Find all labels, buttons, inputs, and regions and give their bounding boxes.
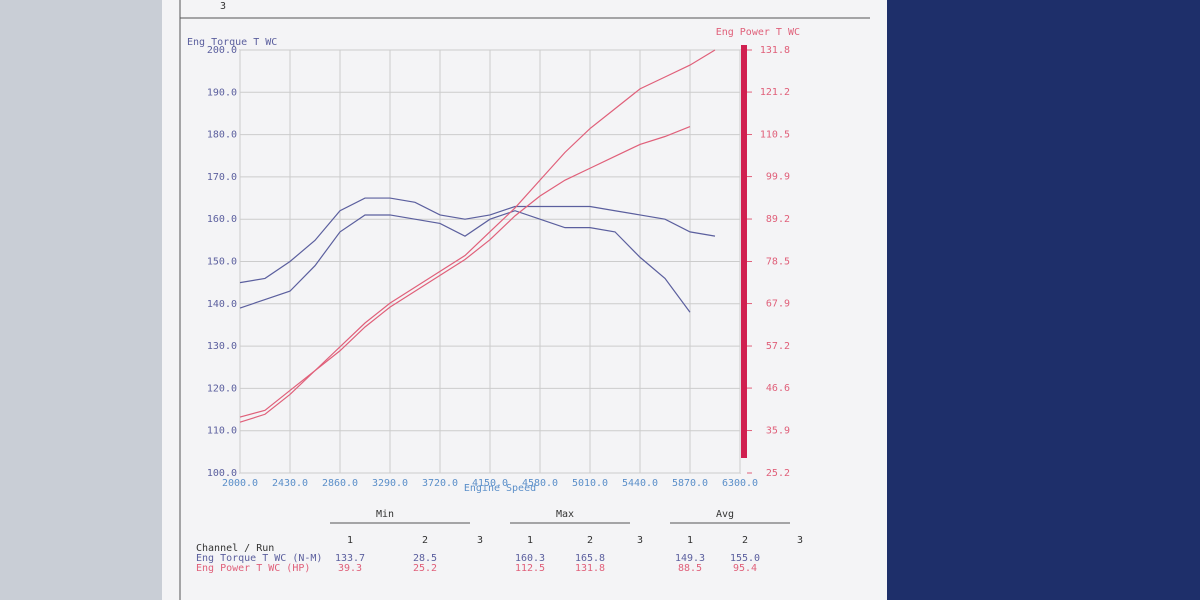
cloth [860, 0, 1200, 600]
y2-tick-label: 121.2 [760, 87, 790, 98]
row-label: Eng Power T WC (HP) [196, 563, 310, 574]
run-number: 1 [527, 535, 533, 546]
x-axis-label: Engine Speed [464, 483, 536, 494]
group-title: Min [376, 509, 394, 520]
run-number: 2 [422, 535, 428, 546]
x-tick-label: 6300.0 [722, 478, 758, 489]
cell: 112.5 [515, 563, 545, 574]
line [239, 49, 716, 423]
x-tick-label: 4580.0 [522, 478, 558, 489]
line [239, 197, 716, 284]
run-number: 3 [637, 535, 643, 546]
run-number: 1 [347, 535, 353, 546]
y2-tick-label: 67.9 [766, 299, 790, 310]
run-number: 3 [797, 535, 803, 546]
y-axis-label: Eng Torque T WC [187, 37, 277, 48]
row-label: Eng Torque T WC (N-M) [196, 553, 322, 564]
cell: 155.0 [730, 553, 760, 564]
y2-tick-label: 57.2 [766, 341, 790, 352]
x-tick-label: 5010.0 [572, 478, 608, 489]
y2-tick-label: 110.5 [760, 130, 790, 141]
cell: 39.3 [338, 563, 362, 574]
y-tick-label: 200.0 [207, 45, 237, 56]
x-tick-label: 2860.0 [322, 478, 358, 489]
cell: 149.3 [675, 553, 705, 564]
cell: 88.5 [678, 563, 702, 574]
y-tick-label: 160.0 [207, 214, 237, 225]
row-header: Channel / Run [196, 543, 274, 554]
y2-tick-label: 78.5 [766, 257, 790, 268]
y-tick-label: 140.0 [207, 299, 237, 310]
group-title: Avg [716, 509, 734, 520]
y-tick-label: 120.0 [207, 383, 237, 394]
run-number: 2 [587, 535, 593, 546]
y-tick-label: 170.0 [207, 172, 237, 183]
y-tick-label: 150.0 [207, 257, 237, 268]
cell: 25.2 [413, 563, 437, 574]
x-tick-label: 3720.0 [422, 478, 458, 489]
y2-tick-label: 35.9 [766, 426, 790, 437]
y2-tick-label: 46.6 [766, 383, 790, 394]
y2-tick-label: 99.9 [766, 172, 790, 183]
cell: 160.3 [515, 553, 545, 564]
run-number: 1 [687, 535, 693, 546]
cell: 95.4 [733, 563, 757, 574]
cell: 28.5 [413, 553, 437, 564]
paper [162, 0, 887, 600]
y2-tick-label: 131.8 [760, 45, 790, 56]
cell: 165.8 [575, 553, 605, 564]
cell: 131.8 [575, 563, 605, 574]
x-tick-label: 2000.0 [222, 478, 258, 489]
y2-tick-label: 25.2 [766, 468, 790, 479]
y2-axis-bar [741, 45, 747, 458]
cell: 133.7 [335, 553, 365, 564]
line [239, 210, 691, 313]
y-tick-label: 190.0 [207, 87, 237, 98]
x-tick-label: 5870.0 [672, 478, 708, 489]
y-tick-label: 110.0 [207, 426, 237, 437]
x-tick-label: 2430.0 [272, 478, 308, 489]
y2-tick-label: 89.2 [766, 214, 790, 225]
run-number: 3 [477, 535, 483, 546]
x-tick-label: 4150.0 [472, 478, 508, 489]
x-tick-label: 5440.0 [622, 478, 658, 489]
page-number: 3 [220, 1, 226, 12]
y2-axis-label: Eng Power T WC [716, 27, 800, 38]
y-tick-label: 130.0 [207, 341, 237, 352]
run-number: 2 [742, 535, 748, 546]
group-title: Max [556, 509, 574, 520]
y-tick-label: 180.0 [207, 130, 237, 141]
x-tick-label: 3290.0 [372, 478, 408, 489]
y-tick-label: 100.0 [207, 468, 237, 479]
